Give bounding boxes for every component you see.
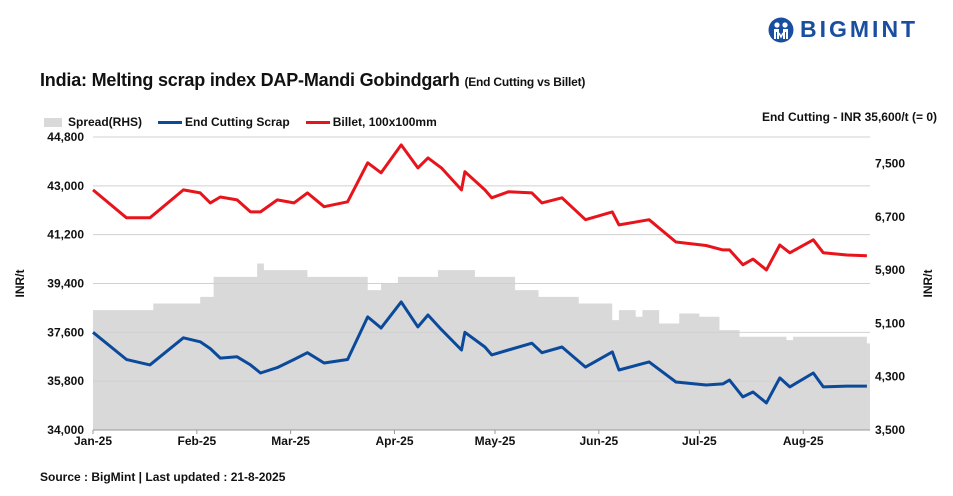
legend-label-billet: Billet, 100x100mm xyxy=(332,115,437,129)
y-tick-label-left: 44,800 xyxy=(47,130,84,144)
y-tick-label-left: 34,000 xyxy=(47,423,84,437)
legend-item-billet: Billet, 100x100mm xyxy=(305,115,437,129)
x-tick-label: Jun-25 xyxy=(580,434,619,448)
y-tick-label-left: 39,400 xyxy=(47,277,84,291)
y-tick-label-right: 4,300 xyxy=(875,370,905,384)
reference-note: End Cutting - INR 35,600/t (= 0) xyxy=(761,110,937,124)
x-tick-label: Mar-25 xyxy=(271,434,310,448)
x-tick-label: May-25 xyxy=(475,434,516,448)
billet-line xyxy=(92,143,867,272)
legend-swatch-scrap xyxy=(158,120,183,124)
x-tick-label: Jan-25 xyxy=(74,434,112,448)
legend-item-scrap: End Cutting Scrap xyxy=(158,115,290,129)
legend-label-spread: Spread(RHS) xyxy=(68,115,143,129)
legend-label-scrap: End Cutting Scrap xyxy=(185,115,290,129)
source-note: Source : BigMint | Last updated : 21-8-2… xyxy=(40,470,286,484)
y-axis-label-left: INR/t xyxy=(13,270,27,298)
y-tick-label-right: 6,700 xyxy=(875,210,905,224)
y-tick-label-left: 41,200 xyxy=(47,228,84,242)
x-tick-label: Apr-25 xyxy=(375,434,413,448)
x-tick-label: Jul-25 xyxy=(682,434,717,448)
legend-item-spread: Spread(RHS) xyxy=(44,115,142,129)
y-tick-label-right: 5,900 xyxy=(875,263,905,277)
y-tick-label-left: 35,800 xyxy=(47,374,84,388)
scrap-line xyxy=(92,300,867,405)
y-tick-label-right: 3,500 xyxy=(875,423,905,437)
chart-subtitle: (End Cutting vs Billet) xyxy=(464,75,586,89)
x-tick-label: Feb-25 xyxy=(178,434,217,448)
y-tick-label-left: 43,000 xyxy=(47,179,84,193)
x-tick-label: Aug-25 xyxy=(783,434,824,448)
y-axis-label-right: INR/t xyxy=(921,270,935,298)
legend-swatch-spread xyxy=(44,117,62,127)
chart-title-main: India: Melting scrap index DAP-Mandi Gob… xyxy=(40,70,460,90)
bigmint-logo-text: BIGMINT xyxy=(800,16,919,42)
spread-area xyxy=(93,263,870,430)
chart-legend: Spread(RHS) End Cutting Scrap Billet, 10… xyxy=(44,115,453,129)
legend-swatch-billet xyxy=(305,120,330,124)
bigmint-logo-icon xyxy=(768,17,794,42)
y-tick-label-left: 37,600 xyxy=(47,325,84,339)
y-tick-label-right: 7,500 xyxy=(875,157,905,171)
y-tick-label-right: 5,100 xyxy=(875,316,905,330)
bigmint-logo: BIGMINT xyxy=(768,16,918,43)
chart-title: India: Melting scrap index DAP-Mandi Gob… xyxy=(40,70,585,91)
